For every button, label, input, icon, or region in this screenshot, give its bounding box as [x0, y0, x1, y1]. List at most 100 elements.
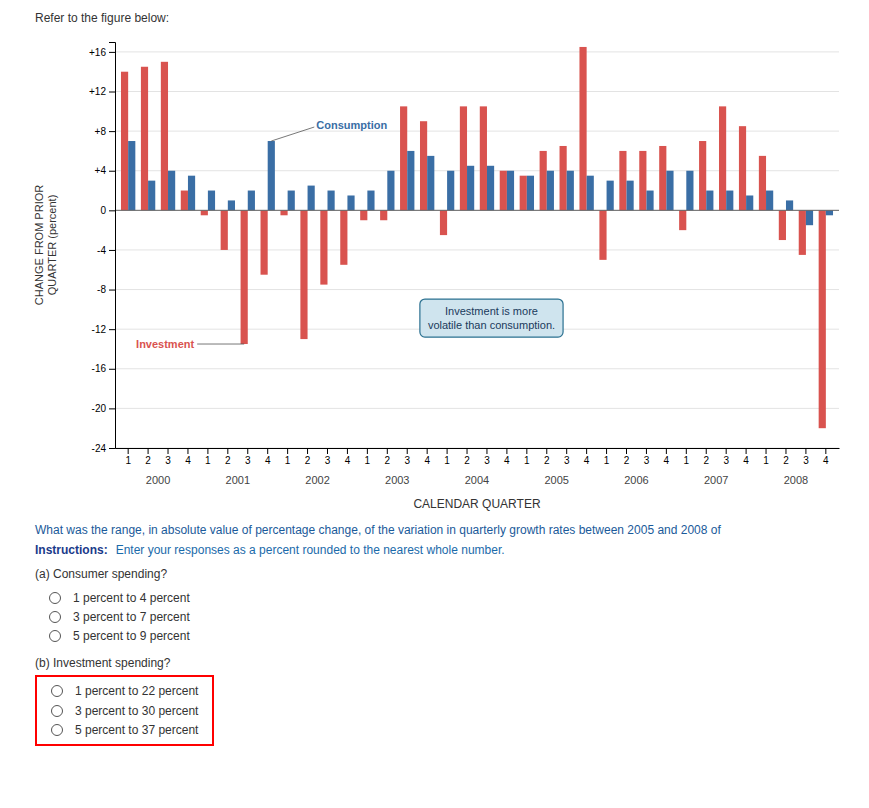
radio-button: [51, 705, 63, 717]
x-tick-label: 3: [723, 455, 729, 466]
bar: [699, 141, 706, 210]
x-tick: 4: [185, 448, 191, 466]
x-tick-label: 2: [305, 455, 311, 466]
x-tick-label: 3: [484, 455, 490, 466]
x-tick: 2: [703, 448, 709, 466]
x-tick: 2: [305, 448, 311, 466]
bar: [447, 171, 454, 211]
instructions: Instructions:Enter your responses as a p…: [35, 542, 845, 558]
x-tick-label: 1: [444, 455, 450, 466]
y-axis-title: CHANGE FROM PRIORQUARTER (percent): [33, 185, 58, 305]
y-tick: +16: [89, 47, 115, 58]
instructions-text: Enter your responses as a percent rounde…: [116, 543, 505, 557]
x-tick-mark: [467, 448, 468, 454]
bar: [420, 121, 427, 210]
x-tick-label: 1: [524, 455, 530, 466]
group-label: 2004: [465, 474, 489, 486]
x-tick-mark: [626, 448, 627, 454]
bar: [208, 191, 215, 211]
x-tick-mark: [187, 448, 188, 454]
x-tick: 4: [584, 448, 590, 466]
group-label: 2001: [226, 474, 250, 486]
x-tick-label: 4: [185, 455, 191, 466]
x-tick-mark: [347, 448, 348, 454]
x-tick-mark: [287, 448, 288, 454]
bar: [547, 171, 554, 211]
y-axis-title-line: CHANGE FROM PRIOR: [33, 185, 45, 305]
bar: [567, 171, 574, 211]
x-tick-mark: [586, 448, 587, 454]
bar: [739, 126, 746, 210]
x-tick: 4: [664, 448, 670, 466]
option: 3 percent to 7 percent: [35, 609, 190, 625]
x-tick-label: 1: [125, 455, 131, 466]
x-tick: 1: [763, 448, 769, 466]
bar: [340, 210, 347, 264]
y-tick-label: +8: [95, 126, 107, 137]
x-tick-label: 2: [145, 455, 151, 466]
x-tick-mark: [805, 448, 806, 454]
x-tick-mark: [168, 448, 169, 454]
x-axis-line: [116, 448, 840, 449]
x-tick-mark: [606, 448, 607, 454]
bar: [128, 141, 135, 210]
x-tick: 1: [365, 448, 371, 466]
x-tick-label: 1: [684, 455, 690, 466]
bar: [467, 166, 474, 211]
x-tick-mark: [546, 448, 547, 454]
bar: [500, 171, 507, 211]
x-tick-label: 3: [165, 455, 171, 466]
bar: [268, 141, 275, 210]
annotation-line: volatile than consumption.: [428, 319, 555, 331]
bar: [347, 195, 354, 210]
bar: [666, 171, 673, 211]
bar: [826, 210, 833, 215]
bar: [221, 210, 228, 250]
group-label: 2008: [784, 474, 808, 486]
bar: [766, 191, 773, 211]
y-axis: -24-20-16-12-8-40+4+8+12+16: [89, 43, 115, 454]
bar: [686, 171, 693, 211]
y-tick-label: -16: [92, 363, 107, 374]
annotation-box: [420, 299, 563, 337]
bar: [619, 151, 626, 210]
radio-button: [49, 630, 61, 642]
grid-line: [115, 51, 839, 52]
x-tick-label: 4: [664, 455, 670, 466]
bar: [261, 210, 268, 274]
zero-line: [115, 210, 839, 211]
x-tick-mark: [486, 448, 487, 454]
x-tick-label: 4: [345, 455, 351, 466]
x-tick-mark: [825, 448, 826, 454]
bar-series: [128, 141, 833, 225]
bar: [659, 146, 666, 210]
x-tick-mark: [666, 448, 667, 454]
bar: [799, 210, 806, 255]
x-axis: 123412341234123412341234123412341234: [116, 448, 840, 466]
options: 1 percent to 4 percent 3 percent to 7 per…: [35, 587, 190, 648]
x-tick: 4: [424, 448, 430, 466]
bar: [587, 176, 594, 211]
y-tick-label: +16: [89, 47, 106, 58]
x-tick-label: 1: [365, 455, 371, 466]
series-label: Consumption: [316, 119, 387, 131]
x-tick-mark: [367, 448, 368, 454]
x-tick: 2: [783, 448, 789, 466]
y-tick-mark: [109, 92, 115, 93]
bar: [427, 156, 434, 210]
grid-line: [115, 170, 839, 171]
x-tick-mark: [506, 448, 507, 454]
x-tick-mark: [746, 448, 747, 454]
option: 3 percent to 30 percent: [37, 703, 198, 719]
x-tick: 1: [524, 448, 530, 466]
plot: -24-20-16-12-8-40+4+8+12+161234123412341…: [33, 43, 840, 512]
x-tick-label: 2: [624, 455, 630, 466]
x-tick: 1: [604, 448, 610, 466]
radio-button: [51, 724, 63, 736]
group-label: 2006: [624, 474, 648, 486]
x-tick-label: 3: [803, 455, 809, 466]
option-text: 3 percent to 7 percent: [73, 609, 190, 625]
bar-series: [121, 47, 826, 428]
option-text: 1 percent to 4 percent: [73, 590, 190, 606]
x-tick: 3: [564, 448, 570, 466]
